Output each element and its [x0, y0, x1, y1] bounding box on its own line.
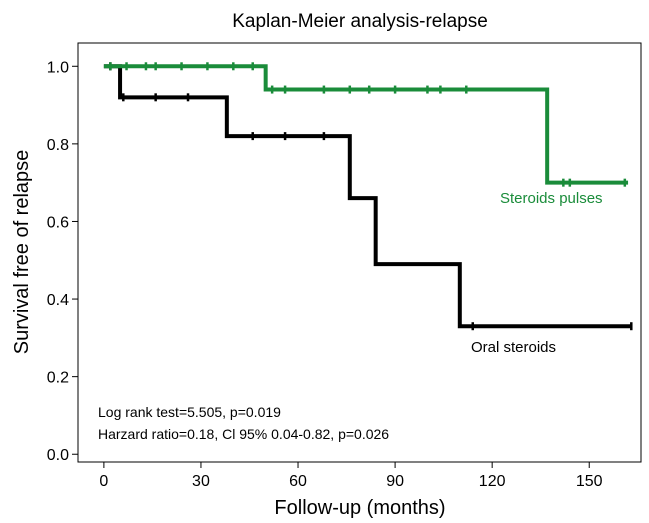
x-tick-label: 90: [386, 473, 404, 490]
x-tick-label: 0: [99, 473, 108, 490]
survival-curve-steroids-pulses: [103, 64, 629, 185]
survival-curve-oral-steroids: [103, 64, 632, 329]
y-tick-label: 0.4: [47, 292, 69, 309]
y-tick-label: 0.2: [47, 370, 69, 387]
x-tick-label: 30: [192, 473, 210, 490]
y-tick-label: 0.8: [47, 137, 69, 154]
x-axis-ticks: 0 30 60 90 120 150: [99, 462, 603, 490]
y-tick-label: 1.0: [47, 59, 69, 76]
chart-title: Kaplan-Meier analysis-relapse: [232, 11, 488, 32]
x-axis-label: Follow-up (months): [274, 497, 445, 519]
series-label-steroids-pulses: Steroids pulses: [500, 190, 603, 207]
y-axis-label: Survival free of relapse: [11, 150, 33, 355]
series-label-oral-steroids: Oral steroids: [471, 339, 556, 356]
series-layer: [103, 62, 633, 331]
annotation-log-rank: Log rank test=5.505, p=0.019: [98, 404, 281, 420]
x-tick-label: 120: [479, 473, 506, 490]
annotation-hazard-ratio: Harzard ratio=0.18, Cl 95% 0.04-0.82, p=…: [98, 426, 389, 442]
x-tick-label: 150: [576, 473, 603, 490]
y-tick-label: 0.6: [47, 214, 69, 231]
x-tick-label: 60: [289, 473, 307, 490]
y-axis-ticks: 0.0 0.2 0.4 0.6 0.8 1.0: [47, 59, 78, 464]
plot-area-frame: [77, 42, 642, 463]
y-tick-label: 0.0: [47, 447, 69, 464]
